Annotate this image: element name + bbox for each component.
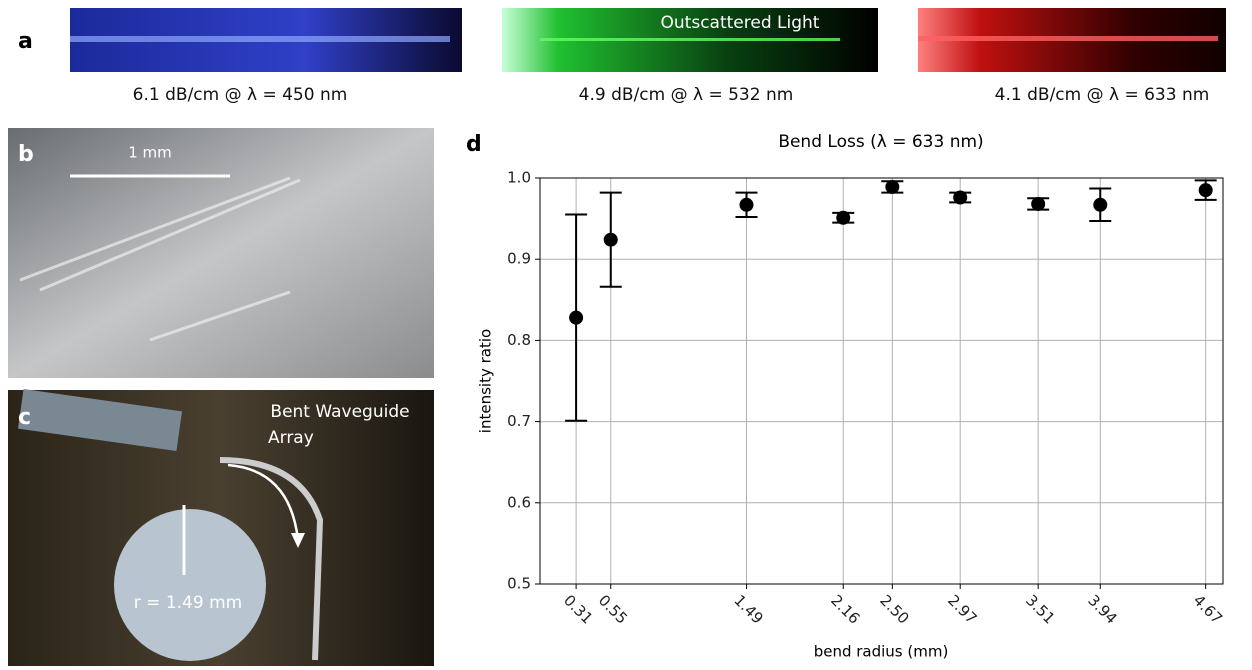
data-point bbox=[569, 310, 584, 325]
plot: 0.5 0.6 0.7 0.8 0.9 1.0 0.310.55 1.49 2.16 2.50 2.… bbox=[507, 169, 1226, 628]
annotation: Array bbox=[268, 428, 314, 448]
data-point bbox=[885, 179, 900, 194]
panel-label: b bbox=[18, 142, 34, 167]
caption: 4.1 dB/cm @ λ = 633 nm bbox=[995, 85, 1210, 105]
arrowhead bbox=[291, 533, 305, 548]
x-tick-label: 2.16 bbox=[827, 591, 863, 627]
arrow bbox=[227, 463, 300, 541]
beam bbox=[540, 38, 840, 41]
scale-label: 1 mm bbox=[128, 144, 172, 162]
data-point bbox=[836, 210, 851, 225]
x-tick-label: 0.55 bbox=[595, 591, 631, 627]
radius-label: r = 1.49 mm bbox=[134, 593, 242, 613]
x-axis-label: bend radius (mm) bbox=[814, 643, 949, 661]
y-tick-label: 0.7 bbox=[507, 412, 531, 430]
panel-label: a bbox=[18, 29, 33, 54]
y-tick-label: 0.8 bbox=[507, 331, 531, 349]
x-tick-label: 4.67 bbox=[1190, 591, 1226, 627]
x-tick-label: 0.31 bbox=[560, 591, 596, 627]
axes-frame bbox=[539, 177, 1224, 585]
x-tick-label: 3.94 bbox=[1084, 591, 1120, 627]
data-point bbox=[953, 190, 968, 205]
y-tick-label: 0.5 bbox=[507, 575, 531, 593]
y-tick-label: 1.0 bbox=[507, 169, 531, 187]
y-axis-label: intensity ratio bbox=[477, 329, 495, 433]
beam bbox=[70, 36, 450, 42]
panel-label: d bbox=[466, 132, 482, 157]
caption: 4.9 dB/cm @ λ = 532 nm bbox=[579, 85, 794, 105]
x-tick-label: 3.51 bbox=[1022, 591, 1058, 627]
annotation: Bent Waveguide bbox=[270, 402, 409, 422]
data-point bbox=[1031, 196, 1046, 211]
data-point bbox=[1093, 197, 1108, 212]
photo bbox=[8, 128, 434, 378]
x-tick-label: 2.50 bbox=[876, 591, 912, 627]
y-tick-label: 0.9 bbox=[507, 250, 531, 268]
waveguides bbox=[19, 176, 301, 342]
annotation: Outscattered Light bbox=[661, 13, 820, 33]
y-tick-label: 0.6 bbox=[507, 493, 531, 511]
data-point bbox=[739, 197, 754, 212]
chart-title: Bend Loss (λ = 633 nm) bbox=[778, 132, 983, 152]
x-tick-label: 2.97 bbox=[944, 591, 980, 627]
caption: 6.1 dB/cm @ λ = 450 nm bbox=[133, 85, 348, 105]
rod bbox=[114, 509, 266, 661]
panel-label: c bbox=[18, 405, 31, 430]
x-tick-label: 1.49 bbox=[730, 591, 766, 627]
holder bbox=[17, 389, 183, 451]
beam bbox=[918, 36, 1218, 41]
waveguide bbox=[219, 457, 324, 661]
data-point bbox=[1198, 183, 1213, 198]
data-point bbox=[603, 232, 618, 247]
